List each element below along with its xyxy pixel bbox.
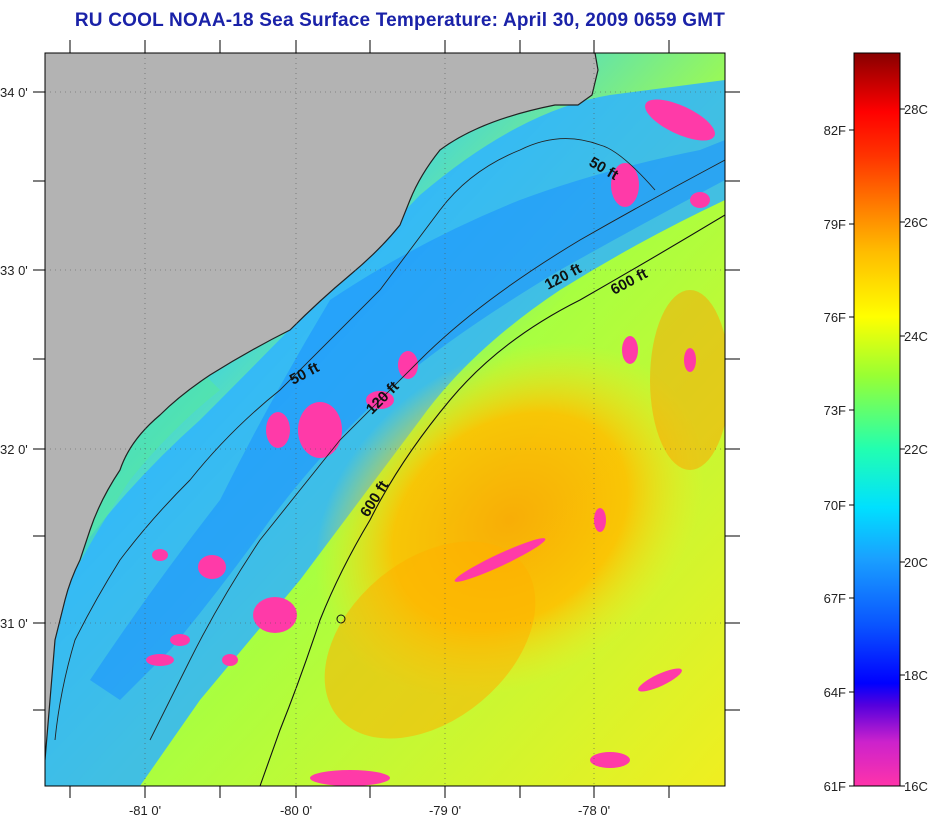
colorbar-label-f: 76F (824, 310, 846, 325)
warm-eddy-east (650, 290, 725, 470)
colorbar-label-f: 67F (824, 591, 846, 606)
cloud-patch (684, 348, 696, 372)
colorbar-label-f: 73F (824, 403, 846, 418)
cloud-patch (152, 549, 168, 561)
isobath-600ft (259, 214, 725, 786)
map-title: RU COOL NOAA-18 Sea Surface Temperature:… (74, 10, 726, 31)
cloud-patch (398, 351, 418, 379)
colorbar-label-c: 20C (904, 555, 928, 570)
colorbar-label-c: 22C (904, 442, 928, 457)
cloud-patch (638, 668, 682, 692)
temperature-colorbar: 82F 79F 76F 73F 70F 67F 64F 61F 28C 26C … (824, 52, 928, 794)
cloud-patch (690, 192, 710, 208)
colorbar-label-f: 70F (824, 498, 846, 513)
colorbar-gradient (853, 52, 901, 787)
cloud-patch (622, 336, 638, 364)
cloud-patch (594, 508, 606, 532)
colorbar-label-c: 18C (904, 668, 928, 683)
graticule (45, 53, 725, 786)
cloud-patch (298, 402, 342, 458)
coastline (45, 53, 599, 761)
cloud-patch (454, 538, 546, 582)
lon-tick-label: -80 0' (280, 803, 312, 817)
lon-tick-label: -79 0' (429, 803, 461, 817)
axis-ticks (33, 40, 740, 798)
isobath-50ft (54, 138, 656, 741)
cloud-patch (222, 654, 238, 666)
colorbar-label-c: 24C (904, 329, 928, 344)
colorbar-label-f: 82F (824, 123, 846, 138)
cloud-patch (645, 99, 715, 141)
isobath-120ft (149, 159, 725, 741)
cloud-patch (266, 412, 290, 448)
cloud-patch (253, 597, 297, 633)
colorbar-label-f: 61F (824, 779, 846, 794)
cloud-patch (146, 654, 174, 666)
lon-tick-label: -81 0' (129, 803, 161, 817)
land-mass (45, 53, 598, 760)
colorbar-label-c: 28C (904, 102, 928, 117)
lon-tick-label: -78 0' (578, 803, 610, 817)
lat-tick-label: 32 0' (0, 442, 28, 457)
colorbar-label-c: 26C (904, 215, 928, 230)
cloud-patch (310, 770, 390, 786)
colorbar-label-c: 16C (904, 779, 928, 794)
cloud-patch (590, 752, 630, 768)
lat-tick-label: 33 0' (0, 263, 28, 278)
colorbar-label-f: 64F (824, 685, 846, 700)
lat-tick-label: 31 0' (0, 616, 28, 631)
cold-shelf-band (90, 140, 725, 700)
lat-tick-label: 34 0' (0, 85, 28, 100)
warm-filament (324, 541, 536, 739)
map-area[interactable]: 50 ft 50 ft 120 ft 120 ft 600 ft 600 ft (45, 53, 774, 786)
colorbar-label-f: 79F (824, 217, 846, 232)
cloud-patch (198, 555, 226, 579)
cloud-patch (611, 163, 639, 207)
map-frame (44, 52, 726, 787)
cloud-patch (170, 634, 190, 646)
